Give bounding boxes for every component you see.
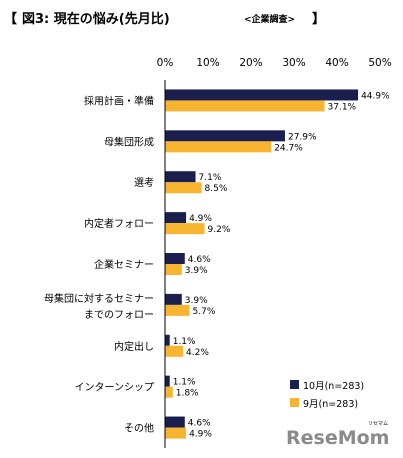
category-label: 選考	[134, 176, 154, 189]
data-label: 4.9%	[189, 214, 212, 224]
legend: 10月(n=283) 9月(n=283)	[290, 380, 364, 410]
bar-series1	[165, 130, 285, 142]
title-main: 図3: 現在の悩み(先月比)	[22, 11, 170, 27]
bar-series2	[165, 345, 184, 357]
bar-series2	[165, 100, 325, 112]
data-label: 5.7%	[193, 307, 216, 317]
category-label: 内定出し	[114, 340, 154, 353]
category-label: 採用計画・準備	[84, 94, 154, 107]
data-label: 37.1%	[328, 102, 357, 112]
legend-label: 9月(n=283)	[303, 399, 358, 410]
x-axis-ticks: 0% 10% 20% 30% 40% 50%	[157, 57, 392, 69]
x-tick-label: 0%	[157, 57, 174, 69]
data-label: 1.8%	[176, 389, 199, 399]
bar-series2	[165, 427, 187, 439]
data-label: 7.1%	[199, 173, 222, 183]
category-labels: 採用計画・準備母集団形成選考内定者フォロー企業セミナー母集団に対するセミナーまで…	[44, 94, 154, 434]
data-label: 4.6%	[188, 255, 211, 265]
bar-series2	[165, 304, 190, 316]
bar-series2	[165, 141, 272, 153]
chart-title: 【 図3: 現在の悩み(先月比) <企業調査> 】	[4, 11, 325, 27]
data-label: 3.9%	[185, 296, 208, 306]
legend-swatch	[290, 380, 299, 389]
category-label: までのフォロー	[84, 309, 154, 321]
data-label: 44.9%	[361, 91, 390, 101]
bar-series1	[165, 375, 170, 387]
bar-series2	[165, 386, 173, 398]
category-label: その他	[124, 422, 154, 435]
bar-series2	[165, 182, 202, 194]
bar-series2	[165, 223, 205, 235]
bar-series1	[165, 334, 170, 346]
x-tick-label: 10%	[196, 57, 219, 69]
logo-tagline: リセマム	[368, 421, 388, 427]
logo-text: ReseMom	[286, 427, 389, 449]
data-label: 4.9%	[189, 430, 212, 440]
bar-series1	[165, 171, 196, 183]
category-label: インターンシップ	[75, 382, 155, 394]
category-label: 母集団形成	[104, 135, 154, 148]
bar-series1	[165, 416, 185, 428]
title-sub: <企業調査>	[244, 13, 295, 25]
data-label: 27.9%	[288, 132, 317, 142]
category-label: 内定者フォロー	[84, 217, 154, 230]
bar-series1	[165, 293, 182, 305]
legend-label: 10月(n=283)	[303, 381, 364, 392]
bars	[165, 89, 359, 439]
x-tick-label: 50%	[368, 57, 391, 69]
x-tick-label: 40%	[325, 57, 348, 69]
title-bracket-close: 】	[312, 11, 325, 27]
data-label: 4.2%	[186, 348, 209, 358]
x-tick-label: 20%	[239, 57, 262, 69]
resemom-logo: ReseMom リセマム	[286, 421, 389, 449]
data-labels: 44.9%37.1%27.9%24.7%7.1%8.5%4.9%9.2%4.6%…	[173, 91, 390, 439]
x-tick-label: 30%	[282, 57, 305, 69]
data-label: 9.2%	[208, 225, 231, 235]
bar-series1	[165, 89, 359, 101]
bar-series1	[165, 253, 185, 264]
title-bracket-open: 【	[4, 11, 17, 27]
legend-swatch	[290, 398, 299, 407]
data-label: 3.9%	[185, 266, 208, 276]
data-label: 4.6%	[188, 419, 211, 429]
data-label: 1.1%	[173, 378, 196, 388]
data-label: 8.5%	[205, 184, 228, 194]
data-label: 24.7%	[274, 143, 303, 153]
data-label: 1.1%	[173, 337, 196, 347]
category-label: 企業セミナー	[94, 258, 154, 271]
category-label: 母集団に対するセミナー	[44, 292, 154, 305]
bar-series1	[165, 212, 187, 224]
bar-series2	[165, 264, 182, 275]
